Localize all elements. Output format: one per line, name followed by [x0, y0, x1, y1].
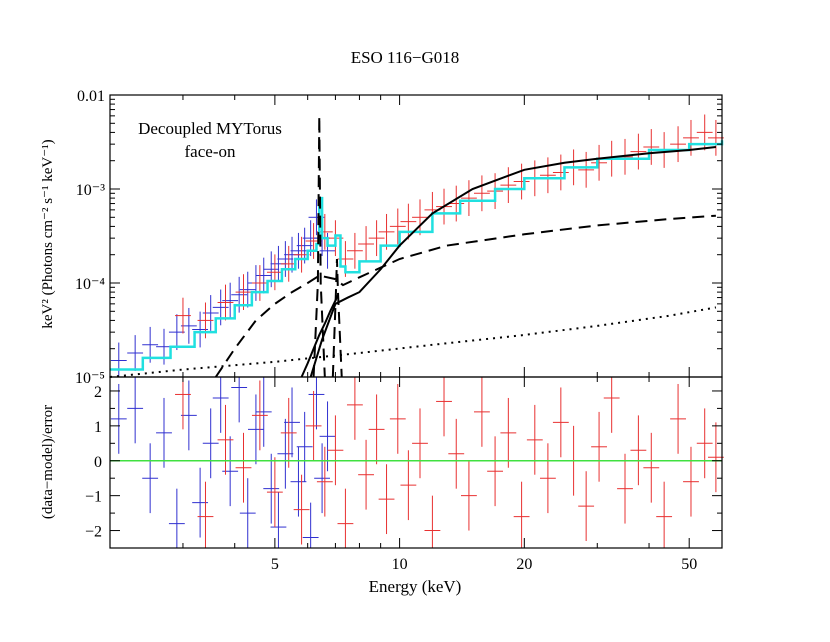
y-tick-label: 10⁻⁵ — [75, 370, 105, 387]
y-tick-label: 0.01 — [77, 88, 105, 105]
residual-y-tick-label: −1 — [85, 489, 102, 506]
residual-y-tick-label: 1 — [94, 419, 102, 436]
bottom-panel-frame — [109, 376, 723, 549]
bottom-panel-residuals — [110, 377, 724, 548]
annotation-line-1: Decoupled MYTorus — [138, 119, 282, 138]
x-axis-label: Energy (keV) — [369, 577, 462, 596]
bottom-y-axis-label: (data−model)/error — [40, 405, 56, 519]
annotation-line-2: face-on — [185, 142, 236, 161]
top-y-axis-label: keV² (Photons cm⁻² s⁻¹ keV⁻¹) — [40, 139, 56, 328]
x-tick-label: 10 — [392, 556, 408, 573]
model-curve-6 — [109, 306, 717, 378]
model-curve-1 — [309, 145, 717, 378]
y-tick-label: 10⁻⁴ — [75, 276, 105, 293]
residual-y-tick-label: −2 — [85, 524, 102, 541]
chart-title: ESO 116−G018 — [351, 48, 460, 67]
residual-y-tick-label: 0 — [94, 454, 102, 471]
model-curve-4 — [312, 115, 326, 378]
model-curve-0 — [110, 140, 724, 371]
model-curve-5 — [331, 258, 343, 378]
model-curve-2 — [300, 294, 339, 378]
y-tick-label: 10⁻³ — [76, 182, 105, 199]
x-tick-label: 50 — [681, 556, 697, 573]
top-panel-data — [110, 114, 724, 377]
model-curve-3 — [214, 214, 716, 378]
residual-y-tick-label: 2 — [94, 384, 102, 401]
top-panel-model-curves — [109, 115, 724, 378]
x-tick-label: 20 — [516, 556, 532, 573]
x-tick-label: 5 — [271, 556, 279, 573]
